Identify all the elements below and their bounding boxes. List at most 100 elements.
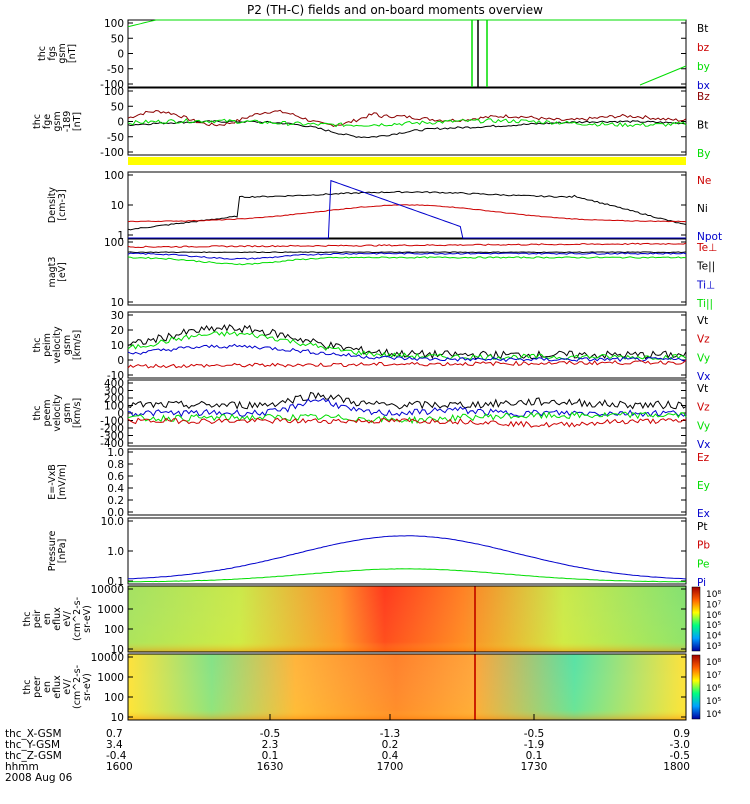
y-axis-label: peir bbox=[32, 610, 43, 629]
legend-label: Ne bbox=[697, 175, 711, 187]
y-tick-label: -100 bbox=[100, 416, 124, 428]
y-axis-label: peer bbox=[32, 676, 43, 698]
y-axis-label: [eV] bbox=[57, 262, 68, 282]
y-axis-label: thc bbox=[37, 46, 48, 61]
legend-label: Vy bbox=[697, 420, 710, 432]
x-row-value: -0.5 bbox=[670, 750, 691, 762]
y-tick-label: 0.2 bbox=[107, 495, 124, 507]
legend-label: Vx bbox=[697, 439, 710, 451]
trace-vz bbox=[127, 359, 687, 369]
panel-8: 10.0 1.0 0.1 Pressure [nPa] Pt Pb Pe Pi bbox=[47, 516, 710, 589]
panel-3: 100 10 1 Density [cm-3] Ne Ni Npot bbox=[47, 170, 722, 243]
legend-label: by bbox=[697, 61, 710, 73]
panel-7: 1.00.80.60.40.20.0 E=-VxB [mV/m] Ez Ey Ex bbox=[47, 447, 710, 520]
y-tick-label: 50 bbox=[111, 101, 124, 113]
trace-by2 bbox=[127, 118, 687, 128]
x-row-value: 0.2 bbox=[382, 739, 399, 751]
trace-bt bbox=[127, 120, 687, 139]
y-axis-label: en bbox=[42, 613, 53, 625]
panel-2: 100 50 0 -50 -100 thc fge gsm -189 [nT] Bz Bt By bbox=[32, 86, 710, 165]
y-axis-label: eV/ bbox=[62, 678, 73, 694]
trace-pi bbox=[128, 535, 687, 580]
date-label: 2008 Aug 06 bbox=[5, 772, 73, 784]
y-tick-label: 300 bbox=[104, 386, 124, 398]
y-tick-label: -400 bbox=[100, 438, 124, 450]
y-axis-label: Density bbox=[47, 187, 58, 223]
y-axis-label: [cm-3] bbox=[57, 189, 68, 220]
y-tick-label: -200 bbox=[100, 423, 124, 435]
panel-frame bbox=[127, 653, 687, 721]
x-row-value: 1700 bbox=[377, 761, 404, 773]
trace-te-perp bbox=[127, 242, 687, 249]
y-axis-label: magt3 bbox=[47, 257, 58, 288]
y-axis-label: -189 bbox=[62, 111, 73, 133]
y-axis-label: eV/ bbox=[62, 610, 73, 626]
y-tick-label: 0.4 bbox=[107, 483, 124, 495]
x-row-value: -0.5 bbox=[524, 728, 545, 740]
y-axis-label: E=-VxB bbox=[47, 464, 58, 499]
x-row-value: 0.1 bbox=[262, 750, 279, 762]
y-tick-label: 0.1 bbox=[107, 576, 124, 588]
y-tick-label: 100 bbox=[104, 624, 124, 636]
y-tick-label: 200 bbox=[104, 393, 124, 405]
y-tick-label: 10.0 bbox=[101, 516, 124, 528]
y-axis-label: peim bbox=[42, 333, 53, 357]
y-axis-label: (cm^2-s- bbox=[72, 665, 83, 709]
y-axis-label: en bbox=[42, 681, 53, 693]
y-axis-label: thc bbox=[22, 612, 33, 627]
colorbar-label: 10⁷ bbox=[706, 600, 721, 610]
x-row-value: -1.9 bbox=[524, 739, 545, 751]
y-tick-label: 100 bbox=[104, 18, 124, 30]
trace-te-par bbox=[127, 251, 687, 254]
trace-vz2 bbox=[127, 417, 687, 428]
y-tick-label: -10 bbox=[107, 370, 124, 382]
panel-4: 100 10 magt3 [eV] Te⊥ Te|| Ti⊥ Ti|| bbox=[47, 237, 717, 310]
x-axis-group: thc_X-GSM 0.7 -0.5 -1.3 -0.5 0.9 thc_Y-GSM 3.4 2… bbox=[5, 714, 690, 784]
x-row-value: 2.3 bbox=[262, 739, 279, 751]
spectrogram-shading bbox=[128, 654, 686, 720]
x-row-value: 0.9 bbox=[673, 728, 690, 740]
colorbar-label: 10⁶ bbox=[706, 684, 721, 694]
y-tick-label: 10000 bbox=[91, 652, 124, 664]
y-tick-label: 10 bbox=[111, 712, 124, 724]
y-tick-label: 0 bbox=[117, 355, 124, 367]
y-tick-label: 100 bbox=[104, 692, 124, 704]
panel-1: 100 50 0 -50 -100 thc fgs gsm [nT] Bt bz by bx bbox=[37, 18, 710, 92]
x-row-value: -1.3 bbox=[380, 728, 401, 740]
y-tick-label: 10 bbox=[111, 200, 124, 212]
colorbar-label: 10⁸ bbox=[706, 590, 721, 600]
panel-frame bbox=[127, 19, 687, 88]
y-tick-label: 100 bbox=[104, 237, 124, 249]
colorbar-label: 10⁸ bbox=[706, 658, 721, 668]
y-axis-label: gsm bbox=[62, 403, 73, 423]
trace-by bbox=[127, 19, 686, 28]
y-axis-label: gsm bbox=[57, 43, 68, 63]
y-tick-label: 1.0 bbox=[107, 546, 124, 558]
y-tick-label: 0.6 bbox=[107, 471, 124, 483]
x-row-value: -0.5 bbox=[260, 728, 281, 740]
colorbar-label: 10⁴ bbox=[706, 710, 721, 720]
y-tick-label: 10 bbox=[111, 644, 124, 656]
y-tick-label: 1000 bbox=[97, 672, 124, 684]
y-tick-label: -300 bbox=[100, 431, 124, 443]
trace-vt bbox=[127, 324, 687, 361]
y-tick-label: 1.0 bbox=[107, 447, 124, 459]
y-axis-label: thc bbox=[32, 406, 43, 421]
legend-label: Bz bbox=[697, 91, 710, 103]
legend-label: Vx bbox=[697, 371, 710, 383]
trace-ne bbox=[127, 204, 687, 223]
x-row-label: thc_Y-GSM bbox=[5, 739, 60, 751]
y-tick-label: 1 bbox=[117, 230, 124, 242]
legend-label: Pe bbox=[697, 558, 709, 570]
y-tick-label: 100 bbox=[104, 401, 124, 413]
trace-ti-par bbox=[127, 256, 687, 266]
y-axis-label: thc bbox=[32, 114, 43, 129]
trace-vx bbox=[127, 343, 687, 363]
legend-label: bx bbox=[697, 80, 710, 92]
colorbar-label: 10⁷ bbox=[706, 671, 721, 681]
y-axis-label: thc bbox=[32, 338, 43, 353]
y-axis-label: velocity bbox=[52, 394, 63, 432]
trace-ni bbox=[127, 190, 687, 231]
